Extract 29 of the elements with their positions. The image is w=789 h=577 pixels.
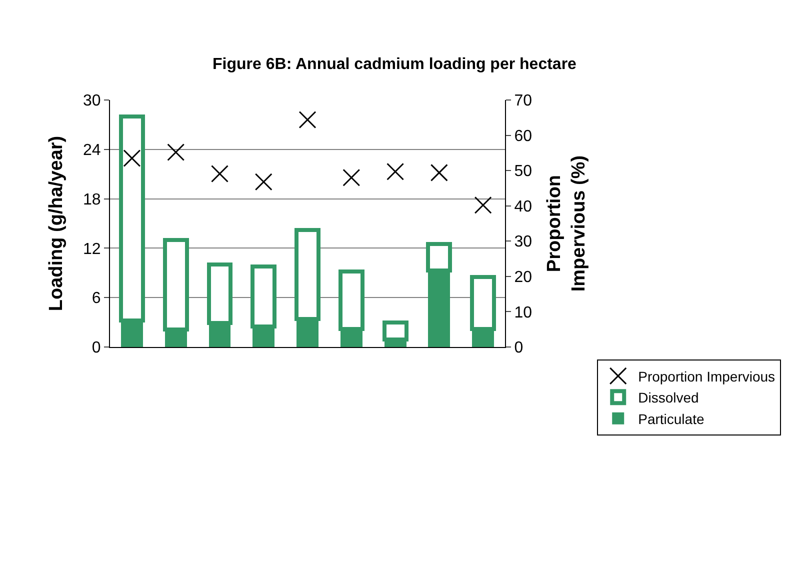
point xyxy=(254,173,272,191)
y2-tick-label: 20 xyxy=(514,269,532,286)
y2-tick-label: 60 xyxy=(514,128,532,145)
point xyxy=(474,196,492,214)
point xyxy=(430,164,448,182)
y-tick-label: 0 xyxy=(92,340,101,357)
y-tick-label: 12 xyxy=(83,240,101,258)
y2-tick-label: 10 xyxy=(514,304,532,322)
legend-label: Dissolved xyxy=(638,390,699,406)
y2-tick-label: 40 xyxy=(514,198,532,216)
point xyxy=(210,165,228,182)
point xyxy=(386,162,404,180)
y2-tick-label: 70 xyxy=(514,92,532,110)
point xyxy=(123,149,141,167)
point xyxy=(342,168,360,186)
y2-tick-label: 0 xyxy=(514,340,524,357)
y-axis-title: Loading (g/ha/year) xyxy=(46,136,67,312)
y-tick-label: 6 xyxy=(92,290,101,308)
y2-tick-label: 30 xyxy=(514,234,532,251)
y2-tick-label: 50 xyxy=(514,163,532,180)
y-tick-label: 18 xyxy=(83,191,101,208)
y2-axis-title: Proportion Impervious (%) xyxy=(544,155,590,292)
legend-label: Proportion Impervious xyxy=(638,368,776,384)
point xyxy=(298,111,316,129)
chart-title: Figure 6B: Annual cadmium loading per hectare xyxy=(212,56,577,73)
legend-label: Particulate xyxy=(638,410,704,427)
y-tick-label: 24 xyxy=(83,142,101,159)
y-tick-label: 30 xyxy=(83,92,101,110)
point xyxy=(167,143,185,161)
